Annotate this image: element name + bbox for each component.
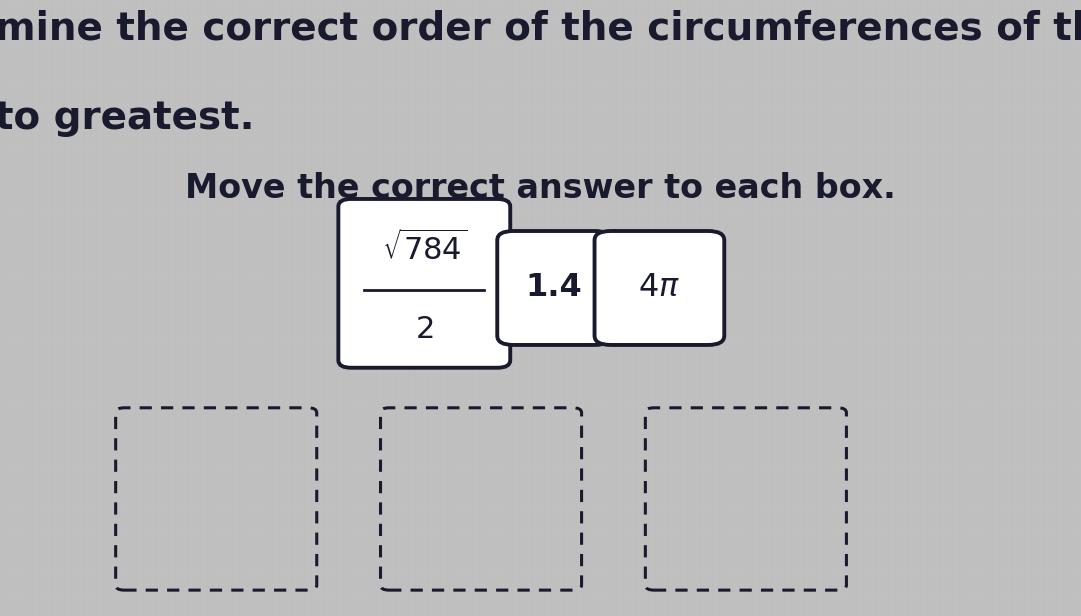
FancyBboxPatch shape <box>338 199 510 368</box>
Text: 1.4: 1.4 <box>525 272 583 304</box>
Text: to greatest.: to greatest. <box>0 99 254 137</box>
Text: Move the correct answer to each box.: Move the correct answer to each box. <box>185 172 896 206</box>
FancyBboxPatch shape <box>497 231 611 345</box>
FancyBboxPatch shape <box>595 231 724 345</box>
Text: $2$: $2$ <box>415 315 433 344</box>
Text: $\sqrt{784}$: $\sqrt{784}$ <box>382 230 467 266</box>
Text: $4\pi$: $4\pi$ <box>639 272 680 304</box>
Text: mine the correct order of the circumferences of the circles fro: mine the correct order of the circumfere… <box>0 9 1081 47</box>
